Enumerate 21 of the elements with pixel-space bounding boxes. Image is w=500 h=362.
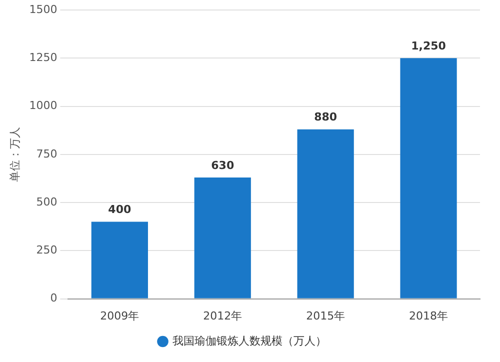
x-tick-label: 2009年 — [100, 309, 140, 322]
y-tick-label: 500 — [36, 195, 58, 208]
y-tick-label: 1000 — [29, 99, 58, 112]
data-label: 1,250 — [411, 39, 446, 52]
bar — [91, 222, 148, 298]
y-tick-label: 0 — [50, 292, 58, 305]
bar — [297, 129, 354, 298]
bar — [194, 178, 251, 298]
bar — [400, 58, 457, 298]
legend-label: 我国瑜伽锻炼人数规模（万人） — [172, 334, 326, 348]
y-axis-title: 单位：万人 — [8, 126, 22, 182]
data-label: 880 — [314, 110, 338, 124]
y-tick-label: 750 — [36, 147, 58, 160]
y-tick-label: 1250 — [29, 50, 58, 64]
x-tick-label: 2015年 — [306, 309, 346, 322]
x-tick-label: 2018年 — [409, 309, 448, 322]
data-label: 400 — [108, 203, 132, 216]
x-tick-label: 2012年 — [203, 309, 242, 322]
data-label: 630 — [211, 158, 234, 172]
y-tick-label: 250 — [36, 244, 58, 257]
y-tick-label: 1500 — [29, 2, 58, 16]
